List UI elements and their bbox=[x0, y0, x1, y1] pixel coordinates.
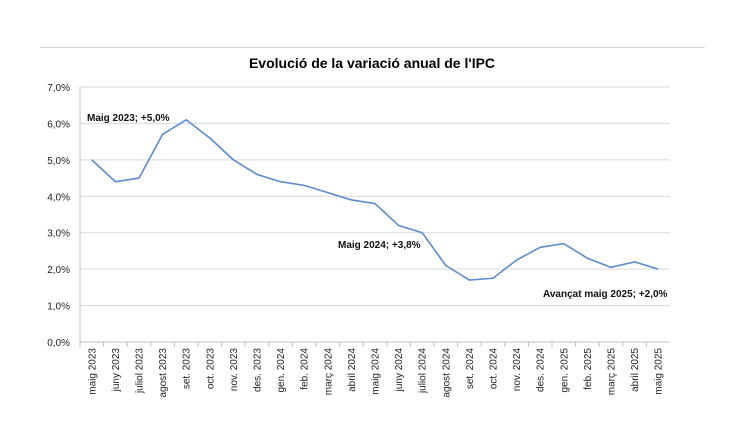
x-tick-label: feb. 2025 bbox=[583, 348, 594, 390]
x-tick-label: març 2025 bbox=[607, 348, 618, 396]
data-annotation: Avançat maig 2025; +2,0% bbox=[543, 289, 668, 300]
x-tick-label: feb. 2024 bbox=[300, 348, 311, 390]
x-tick-label: set. 2023 bbox=[182, 348, 193, 390]
x-tick-label: abril 2024 bbox=[347, 348, 358, 392]
y-tick-label: 5,0% bbox=[47, 156, 70, 167]
chart-top-border bbox=[40, 47, 705, 48]
y-tick-label: 3,0% bbox=[47, 229, 70, 240]
data-annotation: Maig 2023; +5,0% bbox=[87, 113, 170, 124]
x-tick-label: oct. 2023 bbox=[205, 348, 216, 390]
x-tick-label: set. 2024 bbox=[465, 348, 476, 390]
x-tick-label: gen. 2024 bbox=[276, 348, 287, 393]
x-tick-label: maig 2023 bbox=[87, 348, 98, 395]
y-tick-label: 6,0% bbox=[47, 119, 70, 130]
x-tick-label: des. 2024 bbox=[536, 348, 547, 392]
x-tick-label: juny 2024 bbox=[394, 348, 405, 393]
y-tick-label: 2,0% bbox=[47, 265, 70, 276]
y-tick-label: 4,0% bbox=[47, 192, 70, 203]
y-tick-label: 7,0% bbox=[47, 83, 70, 94]
x-tick-label: des. 2023 bbox=[253, 348, 264, 392]
x-tick-label: oct. 2024 bbox=[489, 348, 500, 390]
x-tick-label: juliol 2024 bbox=[418, 348, 429, 394]
chart-title: Evolució de la variació anual de l'IPC bbox=[249, 55, 495, 71]
x-tick-label: gen. 2025 bbox=[559, 348, 570, 393]
x-tick-label: juny 2023 bbox=[111, 348, 122, 393]
x-tick-label: abril 2025 bbox=[630, 348, 641, 392]
x-tick-label: maig 2025 bbox=[654, 348, 665, 395]
x-tick-label: agost 2023 bbox=[158, 348, 169, 398]
x-tick-label: nov. 2024 bbox=[512, 348, 523, 392]
x-tick-label: agost 2024 bbox=[441, 348, 452, 398]
x-tick-label: juliol 2023 bbox=[135, 348, 146, 394]
x-tick-label: maig 2024 bbox=[371, 348, 382, 395]
series-line bbox=[91, 118, 659, 281]
x-tick-label: nov. 2023 bbox=[229, 348, 240, 392]
y-tick-label: 1,0% bbox=[47, 302, 70, 313]
y-tick-label: 0,0% bbox=[47, 338, 70, 349]
x-tick-label: març 2024 bbox=[323, 348, 334, 396]
data-annotation: Maig 2024; +3,8% bbox=[338, 240, 421, 251]
